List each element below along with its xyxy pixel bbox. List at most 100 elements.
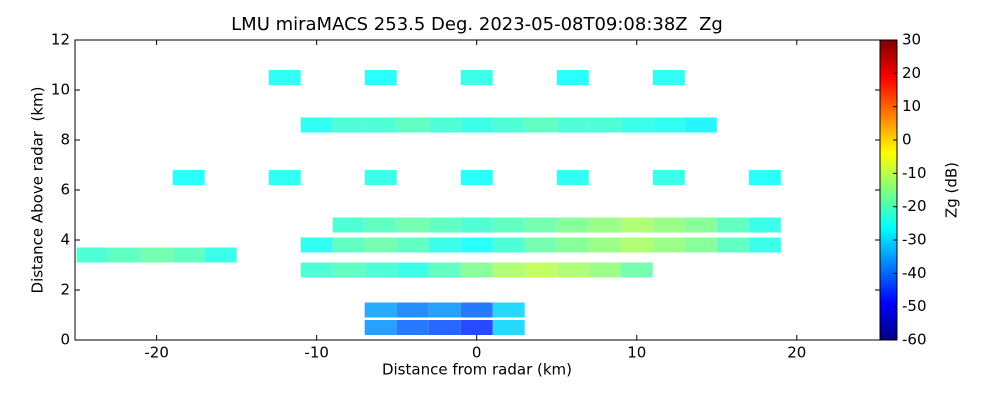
colorbar-step — [880, 325, 897, 328]
colorbar-step — [880, 130, 897, 133]
colorbar-step — [880, 282, 897, 286]
echo-cell — [300, 262, 333, 278]
echo-cell — [492, 237, 525, 253]
echo-cell — [396, 262, 429, 278]
colorbar-step — [880, 290, 897, 293]
colorbar-step — [880, 47, 897, 51]
echo-cell — [684, 237, 717, 253]
echo-cell — [460, 170, 493, 185]
colorbar-step — [880, 145, 897, 148]
echo-cell — [172, 170, 205, 185]
colorbar-step — [880, 97, 897, 101]
colorbar-step — [880, 57, 897, 61]
colorbar-tick-label: -20 — [902, 197, 927, 215]
y-tick-label: 6 — [60, 181, 70, 199]
colorbar-step — [880, 52, 897, 56]
colorbar-step — [880, 315, 897, 318]
colorbar-step — [880, 155, 897, 158]
colorbar-step — [880, 287, 897, 291]
echo-cell — [172, 247, 205, 263]
colorbar-step — [880, 200, 897, 203]
colorbar-step — [880, 45, 897, 48]
echo-cell — [652, 70, 685, 85]
echo-cell — [300, 237, 333, 253]
y-tick-label: 4 — [60, 231, 70, 249]
colorbar-step — [880, 220, 897, 223]
colorbar-step — [880, 322, 897, 326]
colorbar-step — [880, 40, 897, 43]
colorbar-step — [880, 150, 897, 153]
echo-cell — [460, 117, 493, 133]
colorbar-step — [880, 140, 897, 143]
colorbar-step — [880, 147, 897, 151]
y-tick-label: 8 — [60, 131, 70, 149]
colorbar-step — [880, 120, 897, 123]
echo-cell — [332, 237, 365, 253]
colorbar-step — [880, 137, 897, 141]
colorbar-step — [880, 115, 897, 118]
echo-cell — [556, 217, 589, 233]
colorbar-step — [880, 72, 897, 76]
colorbar-step — [880, 272, 897, 276]
colorbar-step — [880, 255, 897, 258]
colorbar-step — [880, 267, 897, 271]
colorbar-step — [880, 165, 897, 168]
colorbar-step — [880, 50, 897, 53]
echo-cell — [460, 237, 493, 253]
x-tick-label: 0 — [472, 344, 482, 362]
y-tick-label: 10 — [51, 81, 70, 99]
colorbar-step — [880, 225, 897, 228]
colorbar-step — [880, 92, 897, 96]
colorbar-step — [880, 277, 897, 281]
colorbar-step — [880, 247, 897, 251]
colorbar-step — [880, 172, 897, 176]
colorbar-step — [880, 257, 897, 261]
colorbar-step — [880, 250, 897, 253]
colorbar-step — [880, 302, 897, 306]
colorbar-step — [880, 312, 897, 316]
x-axis-label: Distance from radar (km) — [382, 361, 572, 379]
echo-cell — [108, 247, 141, 263]
colorbar-step — [880, 300, 897, 303]
colorbar-tick-label: 30 — [902, 31, 921, 49]
echo-cell — [364, 170, 397, 185]
colorbar-step — [880, 42, 897, 46]
echo-cell — [460, 320, 493, 335]
echo-cell — [556, 262, 589, 278]
colorbar-step — [880, 75, 897, 78]
colorbar-step — [880, 227, 897, 231]
colorbar-step — [880, 327, 897, 331]
echo-cell — [620, 217, 653, 233]
echo-cell — [588, 262, 621, 278]
colorbar-step — [880, 207, 897, 211]
colorbar-step — [880, 332, 897, 336]
colorbar-step — [880, 235, 897, 238]
colorbar-step — [880, 237, 897, 241]
y-tick-label: 12 — [51, 31, 70, 49]
echo-cell — [364, 262, 397, 278]
colorbar-step — [880, 95, 897, 98]
echo-cell — [364, 302, 397, 318]
echo-cell — [588, 117, 621, 133]
echo-cell — [556, 70, 589, 85]
colorbar-step — [880, 85, 897, 88]
colorbar-tick-label: 0 — [902, 131, 912, 149]
chart-title: LMU miraMACS 253.5 Deg. 2023-05-08T09:08… — [231, 14, 723, 35]
echo-cell — [332, 117, 365, 133]
colorbar-step — [880, 275, 897, 278]
colorbar-step — [880, 197, 897, 201]
echo-cell — [428, 320, 461, 335]
colorbar-step — [880, 175, 897, 178]
echo-cell — [76, 247, 109, 263]
colorbar-step — [880, 262, 897, 266]
colorbar-step — [880, 132, 897, 136]
echo-cell — [652, 217, 685, 233]
colorbar-step — [880, 82, 897, 86]
echo-cell — [620, 262, 653, 278]
echo-cell — [492, 262, 525, 278]
colorbar-step — [880, 102, 897, 106]
echo-cell — [364, 117, 397, 133]
colorbar-step — [880, 55, 897, 58]
echo-cell — [588, 237, 621, 253]
